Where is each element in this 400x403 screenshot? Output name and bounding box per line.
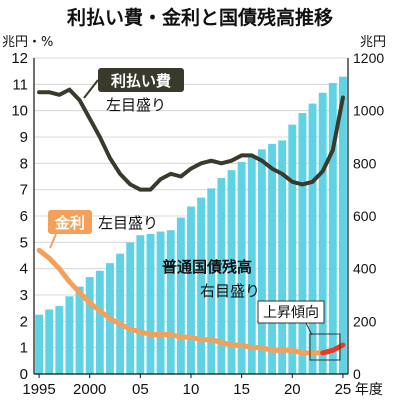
debt-bar [136, 235, 145, 374]
leader-line [83, 79, 99, 99]
debt-bar [207, 188, 216, 374]
debt-bar [156, 231, 165, 374]
left-tick-label: 9 [20, 129, 28, 146]
axes: 0123456789101112020040060080010001200199… [11, 50, 384, 398]
left-axis-unit: 兆円・% [2, 35, 53, 50]
debt-bar [95, 270, 104, 374]
debt-bar [257, 149, 266, 374]
interest-payment-sublabel: 左目盛り [106, 96, 166, 114]
debt-bar [217, 178, 226, 374]
debt-bar [318, 92, 327, 374]
right-axis-unit: 兆円 [360, 35, 386, 50]
debt-bar [166, 230, 175, 374]
left-tick-label: 0 [20, 366, 28, 383]
left-tick-label: 11 [12, 76, 28, 93]
callout-box [257, 300, 325, 324]
debt-bar [146, 233, 155, 374]
bond-balance-label: 普通国債残高 [162, 258, 252, 276]
right-tick-label: 0 [353, 366, 361, 382]
series-line [36, 247, 346, 356]
right-tick-label: 1200 [353, 50, 384, 66]
leader-line [49, 233, 57, 249]
debt-bar [268, 143, 276, 374]
callout-pointer [305, 322, 313, 336]
left-tick-label: 8 [20, 155, 28, 172]
debt-bar [55, 306, 64, 374]
callout-target-box [309, 333, 341, 361]
debt-bar [227, 170, 236, 374]
debt-bar [338, 76, 347, 375]
left-tick-label: 2 [20, 313, 28, 330]
bond-balance-sublabel: 右目盛り [200, 282, 260, 300]
debt-bar [197, 197, 206, 374]
debt-bars [35, 76, 347, 375]
left-tick-label: 1 [20, 340, 28, 357]
x-tick-label: 25 [335, 381, 352, 398]
debt-bar [65, 296, 74, 374]
debt-bar [237, 162, 246, 374]
x-tick-label: 05 [132, 381, 149, 398]
debt-bar [116, 253, 125, 374]
debt-bar [247, 155, 256, 374]
debt-bar [298, 113, 307, 374]
left-tick-label: 12 [11, 50, 28, 67]
debt-bar [328, 83, 337, 375]
interest-rate-label: 金利 [54, 214, 85, 232]
chart-title: 利払い費・金利と国債残高推移 [67, 6, 333, 29]
x-axis-suffix: 年度 [355, 381, 383, 397]
debt-bar [45, 309, 54, 374]
interest-rate-sublabel: 左目盛り [98, 214, 158, 232]
debt-bar [308, 103, 317, 374]
interest-rate-tag [48, 210, 92, 234]
right-tick-label: 600 [353, 208, 377, 224]
right-tick-label: 800 [353, 155, 377, 171]
rising-trend-callout: 上昇傾向 [263, 305, 319, 321]
right-tick-label: 200 [353, 313, 377, 329]
left-tick-label: 4 [20, 261, 28, 278]
interest-payment-tag [98, 68, 184, 92]
interest-payment-label: 利払い費 [111, 72, 171, 90]
debt-bar [288, 124, 297, 374]
x-tick-label: 15 [233, 381, 250, 398]
x-tick-label: 2000 [73, 381, 106, 398]
debt-bar [35, 314, 44, 374]
debt-bar [75, 286, 84, 374]
left-tick-label: 7 [20, 182, 28, 199]
x-tick-label: 10 [183, 381, 200, 398]
series-line [37, 87, 345, 192]
debt-bar [187, 206, 195, 374]
debt-bar [126, 242, 135, 374]
x-tick-label: 1995 [22, 381, 55, 398]
left-tick-label: 3 [20, 287, 28, 304]
left-tick-label: 6 [20, 208, 28, 225]
right-tick-label: 400 [353, 261, 377, 277]
left-tick-label: 10 [11, 103, 28, 120]
x-tick-label: 20 [284, 381, 301, 398]
right-tick-label: 1000 [353, 103, 384, 119]
debt-bar [176, 217, 185, 374]
debt-bar [85, 277, 94, 374]
left-tick-label: 5 [20, 234, 28, 251]
debt-bar [278, 140, 287, 374]
